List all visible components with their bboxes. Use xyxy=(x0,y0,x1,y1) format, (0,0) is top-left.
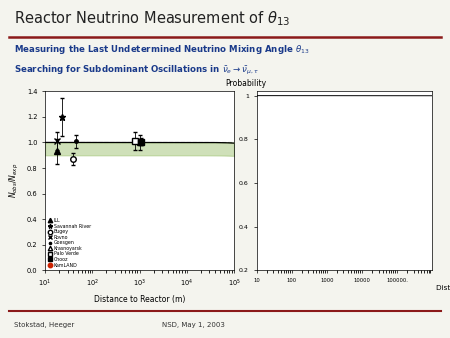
Text: Stokstad, Heeger: Stokstad, Heeger xyxy=(14,322,74,328)
X-axis label: Distance to Reactor (m): Distance to Reactor (m) xyxy=(94,295,185,304)
Text: Searching for Subdominant Oscillations in $\bar{\nu}_e \rightarrow \bar{\nu}_{\m: Searching for Subdominant Oscillations i… xyxy=(14,64,258,77)
Y-axis label: $N_{obs}/N_{exp}$: $N_{obs}/N_{exp}$ xyxy=(8,163,21,198)
Text: Distance (m): Distance (m) xyxy=(436,285,450,291)
Legend: ILL, Savannah River, Bugey, Rovno, Goesgen, Krasnoyarsk, Palo Verde, Chooz, KamL: ILL, Savannah River, Bugey, Rovno, Goesg… xyxy=(47,218,91,268)
Text: Reactor Neutrino Measurement of $\theta_{13}$: Reactor Neutrino Measurement of $\theta_… xyxy=(14,9,290,28)
Text: Measuring the Last Undetermined Neutrino Mixing Angle $\theta_{13}$: Measuring the Last Undetermined Neutrino… xyxy=(14,43,309,56)
Text: NSD, May 1, 2003: NSD, May 1, 2003 xyxy=(162,322,225,328)
Text: Probability: Probability xyxy=(225,79,266,88)
